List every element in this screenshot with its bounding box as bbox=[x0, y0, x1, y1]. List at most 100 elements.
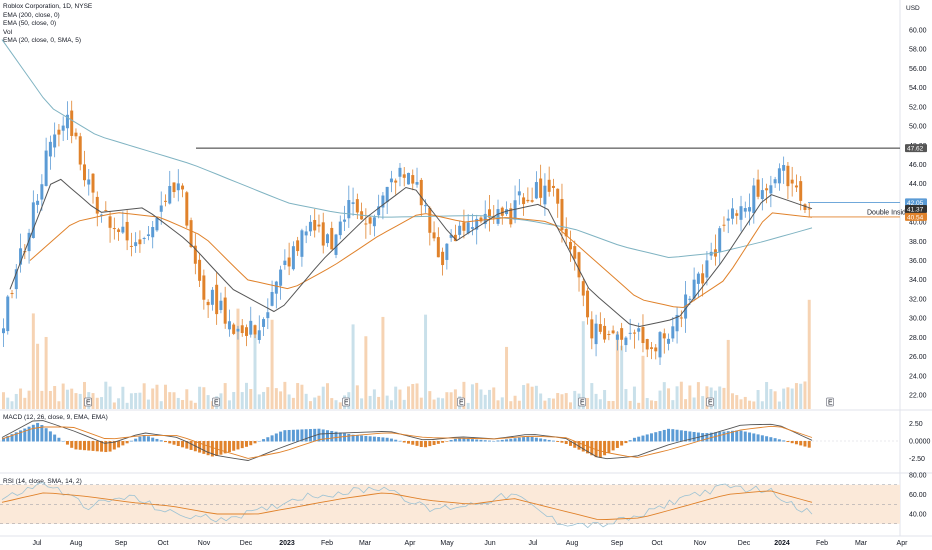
volume-bar bbox=[539, 393, 543, 409]
volume-bar bbox=[407, 386, 410, 409]
volume-bar bbox=[146, 399, 150, 409]
volume-bar bbox=[334, 400, 338, 409]
macd-histogram-bar bbox=[790, 441, 794, 444]
macd-histogram-bar bbox=[134, 438, 138, 442]
candle-body bbox=[304, 231, 308, 236]
candle-body bbox=[313, 220, 317, 231]
legend-ema20[interactable]: EMA (20, close, 0, SMA, 5) bbox=[3, 37, 82, 44]
x-tick-label: Jul bbox=[33, 540, 42, 547]
macd-histogram-bar bbox=[227, 441, 231, 453]
candle-body bbox=[739, 206, 743, 220]
volume-bar bbox=[799, 383, 803, 409]
macd-histogram-bar bbox=[129, 440, 133, 442]
rsi-y-tick: 80.00 bbox=[909, 473, 927, 480]
macd-histogram-bar bbox=[500, 439, 504, 442]
candle-body bbox=[560, 198, 564, 231]
macd-histogram-bar bbox=[573, 441, 577, 448]
volume-bar bbox=[526, 383, 530, 409]
macd-histogram-bar bbox=[662, 429, 666, 442]
macd-histogram-bar bbox=[603, 441, 607, 456]
candle-body bbox=[475, 218, 479, 230]
volume-bar bbox=[317, 395, 321, 409]
volume-bar bbox=[313, 397, 317, 409]
macd-histogram-bar bbox=[23, 428, 27, 442]
macd-histogram-bar bbox=[517, 437, 521, 442]
volume-bar bbox=[159, 401, 163, 409]
volume-bar bbox=[100, 397, 104, 409]
volume-bar bbox=[223, 383, 227, 409]
earnings-icon bbox=[342, 397, 350, 407]
macd-histogram-bar bbox=[411, 441, 415, 445]
y-tick-label: 30.00 bbox=[909, 316, 927, 323]
legend-vol[interactable]: Vol bbox=[3, 28, 13, 36]
rsi-y-tick: 40.00 bbox=[909, 512, 927, 519]
volume-bar bbox=[556, 393, 560, 409]
macd-histogram-bar bbox=[705, 433, 709, 442]
macd-histogram-bar bbox=[2, 437, 5, 442]
macd-histogram-bar bbox=[10, 434, 14, 442]
candle-body bbox=[330, 227, 334, 250]
candle-body bbox=[308, 221, 312, 232]
candle-body bbox=[159, 205, 163, 212]
macd-histogram-bar bbox=[483, 440, 487, 442]
volume-bar bbox=[650, 400, 653, 409]
macd-histogram-bar bbox=[739, 430, 743, 442]
macd-histogram-bar bbox=[172, 441, 176, 445]
candle-body bbox=[181, 185, 185, 190]
volume-bar bbox=[57, 401, 61, 409]
candle-body bbox=[155, 218, 159, 231]
candle-body bbox=[372, 217, 376, 227]
x-tick-label: Aug bbox=[70, 540, 83, 547]
macd-histogram-bar bbox=[547, 439, 551, 442]
macd-histogram-bar bbox=[782, 440, 786, 442]
candle-body bbox=[407, 172, 410, 185]
macd-histogram-bar bbox=[560, 441, 564, 443]
candle-body bbox=[462, 222, 466, 231]
macd-histogram-bar bbox=[219, 441, 223, 455]
rsi-legend[interactable]: RSI (14, close, SMA, 14, 2) bbox=[3, 478, 82, 485]
candle-body bbox=[215, 284, 219, 315]
macd-histogram-bar bbox=[308, 429, 312, 442]
legend-ema200[interactable]: EMA (200, close, 0) bbox=[3, 11, 60, 19]
volume-bar bbox=[428, 391, 432, 409]
macd-legend[interactable]: MACD (12, 26, close, 9, EMA, EMA) bbox=[3, 414, 108, 421]
candle-body bbox=[662, 333, 666, 339]
candle-body bbox=[799, 181, 803, 201]
x-tick-label: Nov bbox=[694, 540, 707, 547]
macd-histogram-bar bbox=[445, 441, 449, 442]
volume-bar bbox=[445, 392, 449, 409]
volume-bar bbox=[351, 324, 355, 409]
volume-bar bbox=[807, 299, 811, 409]
candle-body bbox=[534, 182, 538, 199]
volume-bar bbox=[432, 399, 436, 409]
volume-bar bbox=[632, 386, 636, 409]
volume-bar bbox=[253, 333, 257, 409]
volume-bar bbox=[517, 400, 521, 409]
volume-bar bbox=[483, 394, 487, 409]
macd-histogram-bar bbox=[215, 441, 219, 456]
x-tick-label: Dec bbox=[240, 540, 253, 547]
macd-histogram-bar bbox=[598, 441, 602, 458]
volume-bar bbox=[227, 400, 231, 409]
candle-body bbox=[449, 234, 453, 238]
candle-body bbox=[470, 227, 474, 229]
legend-ema50[interactable]: EMA (50, close, 0) bbox=[3, 20, 57, 27]
candle-body bbox=[53, 134, 57, 148]
candle-body bbox=[556, 188, 560, 204]
candle-body bbox=[355, 199, 359, 213]
macd-histogram-bar bbox=[104, 441, 108, 453]
volume-bar bbox=[470, 384, 474, 409]
volume-bar bbox=[688, 385, 692, 409]
macd-histogram-bar bbox=[492, 440, 496, 442]
macd-histogram-bar bbox=[125, 441, 129, 444]
volume-bar bbox=[551, 398, 555, 409]
candle-body bbox=[185, 192, 189, 226]
candle-body bbox=[176, 183, 180, 191]
volume-bar bbox=[279, 391, 283, 409]
volume-bar bbox=[185, 389, 189, 409]
candle-body bbox=[692, 279, 696, 299]
candle-body bbox=[283, 260, 287, 265]
macd-histogram-bar bbox=[236, 441, 240, 450]
volume-bar bbox=[296, 383, 300, 409]
